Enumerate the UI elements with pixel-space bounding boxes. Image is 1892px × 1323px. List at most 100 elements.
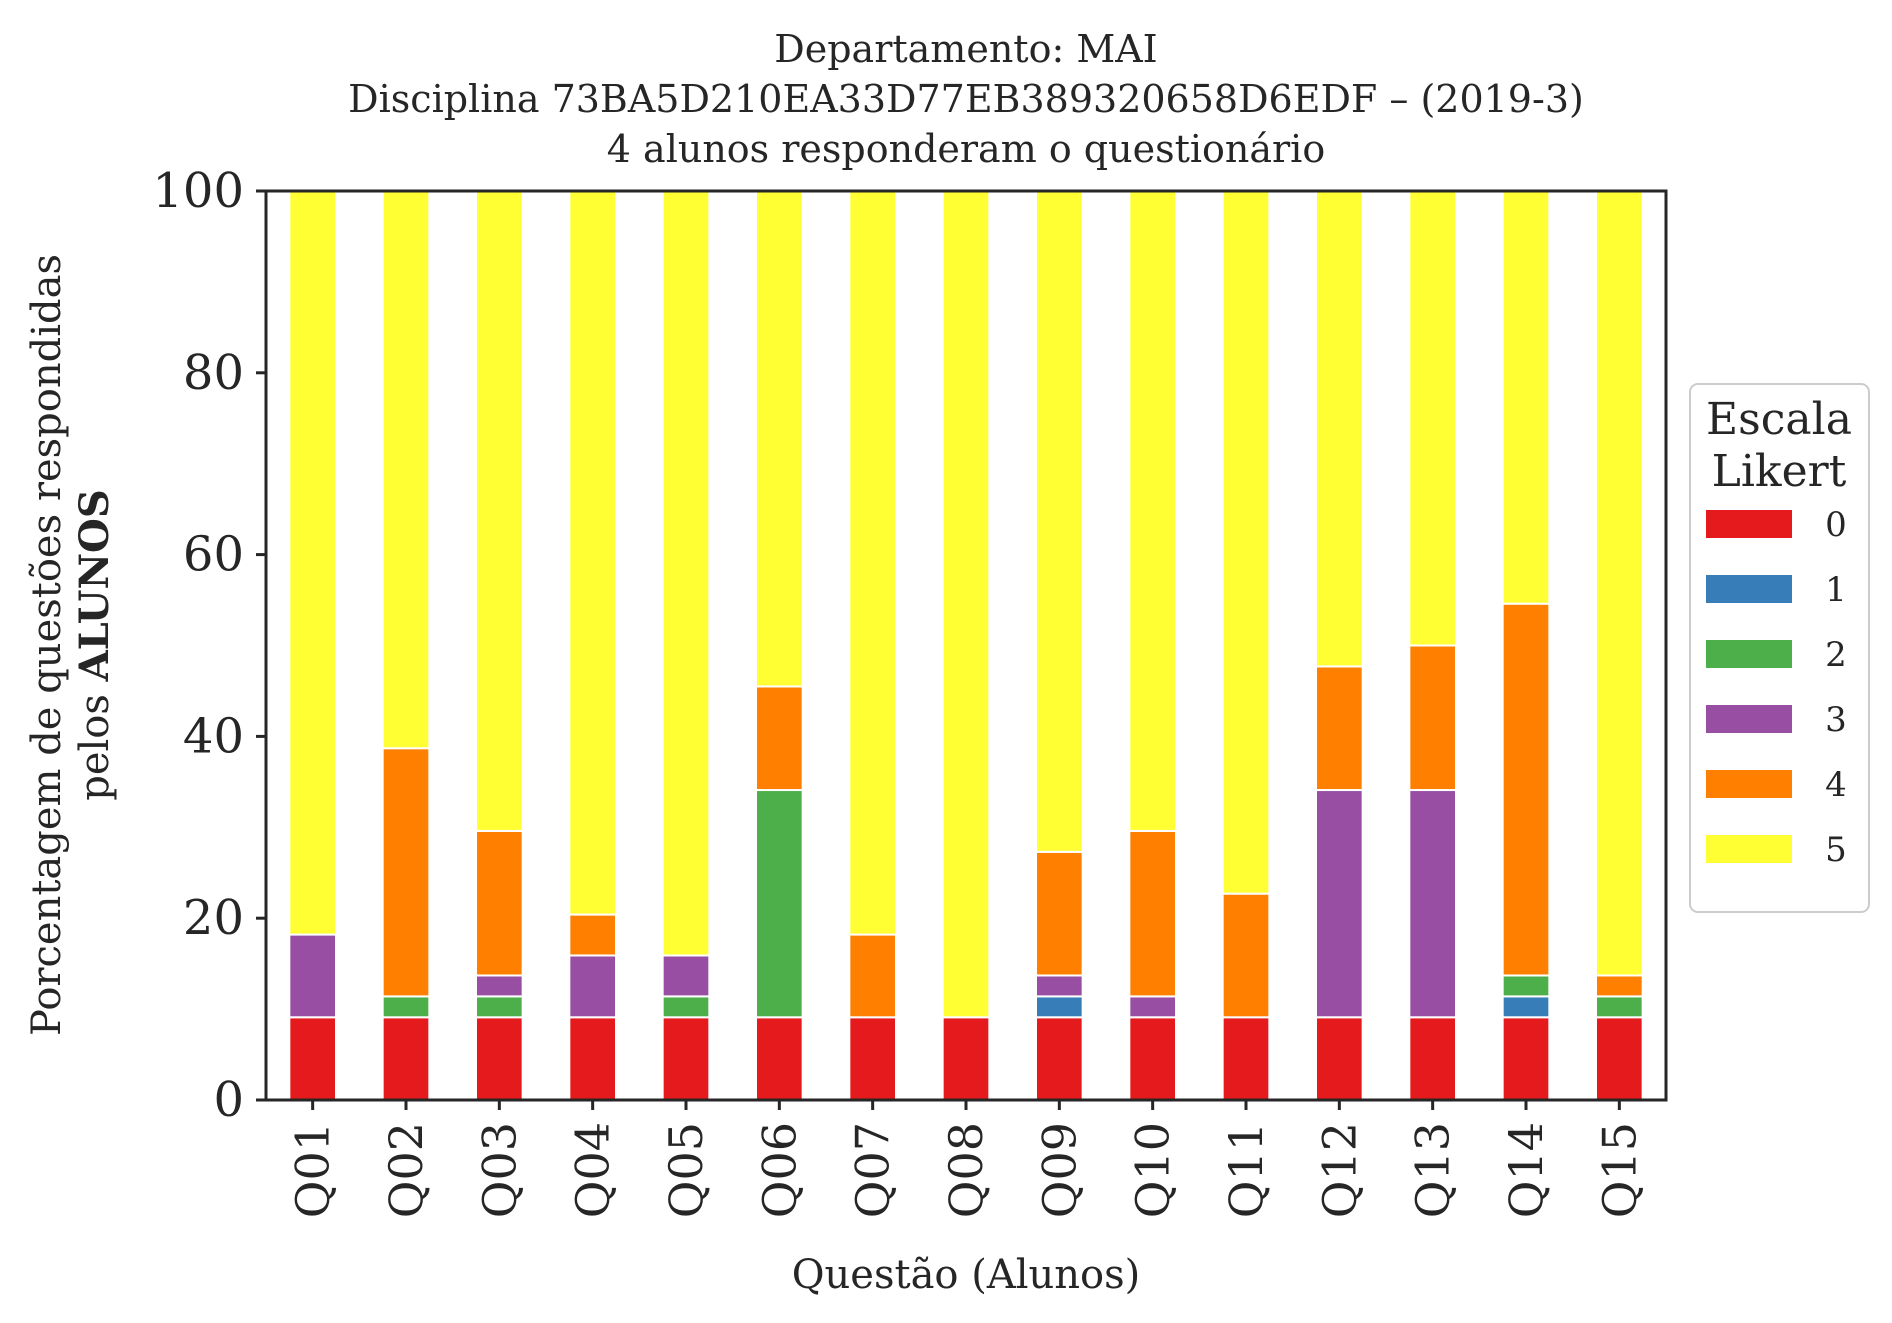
- bar-q12-likert-4: [1315, 665, 1364, 792]
- bar-q14-likert-5: [1501, 190, 1551, 605]
- bar-q12-likert-5: [1315, 190, 1364, 668]
- bar-q15-likert-4: [1595, 974, 1644, 998]
- bar-q15-likert-0: [1595, 1016, 1644, 1102]
- bar-q11-likert-5: [1221, 190, 1271, 895]
- x-tick-label-q05: Q05: [659, 1122, 713, 1218]
- bar-q14-likert-1: [1501, 995, 1551, 1019]
- bar-q03-likert-2: [475, 995, 524, 1019]
- bar-q02-likert-4: [381, 747, 431, 998]
- bar-q03-likert-0: [475, 1016, 524, 1102]
- bar-q15-likert-5: [1595, 190, 1644, 977]
- x-axis-label: Questão (Alunos): [792, 1252, 1141, 1298]
- bar-q02-likert-0: [381, 1016, 431, 1102]
- y-axis-label-line-1: Porcentagem de questões respondidas: [24, 254, 70, 1036]
- bar-q01-likert-0: [288, 1016, 338, 1102]
- x-tick-label-q15: Q15: [1592, 1122, 1646, 1218]
- bar-q14-likert-0: [1501, 1016, 1551, 1102]
- x-tick-label-q14: Q14: [1499, 1122, 1553, 1218]
- bar-q08-likert-0: [941, 1016, 991, 1102]
- y-axis-label-bold: ALUNOS: [71, 489, 118, 682]
- bar-q04-likert-3: [568, 954, 617, 1019]
- legend-swatch-5: [1706, 835, 1792, 863]
- y-axis-ticks: 0 20 40 60 80 100: [152, 163, 266, 1128]
- bar-q13-likert-5: [1408, 190, 1458, 647]
- legend: Escala Likert 0 1 2 3 4 5: [1689, 383, 1870, 913]
- bar-q01-likert-5: [288, 190, 338, 936]
- bar-q13-likert-3: [1408, 789, 1458, 1019]
- legend-label-3: 3: [1825, 700, 1847, 740]
- bars-layer: [288, 190, 1644, 1102]
- bar-q05-likert-3: [661, 954, 711, 998]
- bar-q07-likert-5: [848, 190, 897, 936]
- bar-q06-likert-4: [755, 685, 804, 792]
- legend-title-line-2: Likert: [1712, 446, 1847, 497]
- bar-q01-likert-3: [288, 933, 338, 1019]
- bar-q09-likert-0: [1035, 1016, 1084, 1102]
- bar-q06-likert-5: [755, 190, 804, 688]
- x-tick-label-q03: Q03: [472, 1122, 526, 1218]
- y-tick-label: 80: [183, 345, 244, 401]
- legend-label-2: 2: [1825, 635, 1847, 675]
- legend-swatch-4: [1706, 770, 1792, 798]
- bar-q14-likert-4: [1501, 602, 1551, 977]
- legend-swatch-0: [1706, 510, 1792, 538]
- legend-label-0: 0: [1825, 505, 1847, 545]
- bar-q07-likert-4: [848, 933, 897, 1019]
- chart-title-line-1: Departamento: MAI: [774, 27, 1157, 71]
- bar-q02-likert-2: [381, 995, 431, 1019]
- y-tick-label: 60: [183, 527, 244, 583]
- bar-q13-likert-4: [1408, 644, 1458, 792]
- chart-title-line-3: 4 alunos responderam o questionário: [607, 127, 1325, 171]
- bar-q15-likert-2: [1595, 995, 1644, 1019]
- x-tick-label-q04: Q04: [566, 1122, 620, 1218]
- bar-q06-likert-0: [755, 1016, 804, 1102]
- bar-q05-likert-2: [661, 995, 711, 1019]
- bar-q09-likert-5: [1035, 190, 1084, 853]
- x-tick-label-q01: Q01: [286, 1122, 340, 1218]
- legend-label-1: 1: [1825, 570, 1847, 610]
- y-tick-label: 40: [183, 708, 244, 764]
- bar-q09-likert-4: [1035, 850, 1084, 977]
- bar-q06-likert-2: [755, 789, 804, 1019]
- bar-q14-likert-2: [1501, 974, 1551, 998]
- bar-q11-likert-0: [1221, 1016, 1271, 1102]
- x-tick-label-q10: Q10: [1126, 1122, 1180, 1218]
- x-tick-label-q12: Q12: [1312, 1122, 1366, 1218]
- x-axis-ticks: Q01 Q02 Q03 Q04 Q05 Q06 Q07 Q08 Q09 Q10 Q11 Q12 Q13 Q…: [286, 1100, 1646, 1218]
- bar-q05-likert-0: [661, 1016, 711, 1102]
- bar-q03-likert-3: [475, 974, 524, 998]
- bar-q10-likert-0: [1128, 1016, 1178, 1102]
- legend-title-line-1: Escala: [1706, 394, 1852, 445]
- bar-q12-likert-0: [1315, 1016, 1364, 1102]
- bar-q10-likert-5: [1128, 190, 1178, 832]
- legend-swatch-3: [1706, 705, 1792, 733]
- bar-q13-likert-0: [1408, 1016, 1458, 1102]
- bar-q07-likert-0: [848, 1016, 897, 1102]
- bar-q08-likert-5: [941, 190, 991, 1019]
- x-tick-label-q06: Q06: [752, 1122, 806, 1218]
- x-tick-label-q08: Q08: [939, 1122, 993, 1218]
- bar-q04-likert-0: [568, 1016, 617, 1102]
- bar-q10-likert-3: [1128, 995, 1178, 1019]
- bar-q04-likert-5: [568, 190, 617, 916]
- bar-q11-likert-4: [1221, 892, 1271, 1019]
- chart-title-line-2: Disciplina 73BA5D210EA33D77EB389320658D6…: [348, 77, 1584, 121]
- y-axis-label-line-2: pelos ALUNOS: [71, 489, 118, 801]
- y-tick-label: 20: [183, 890, 244, 946]
- legend-swatch-2: [1706, 640, 1792, 668]
- bar-q03-likert-5: [475, 190, 524, 832]
- x-tick-label-q02: Q02: [379, 1122, 433, 1218]
- bar-q02-likert-5: [381, 190, 431, 750]
- y-tick-label: 100: [152, 163, 244, 219]
- y-axis-label-prefix: pelos: [72, 681, 118, 800]
- x-tick-label-q07: Q07: [846, 1122, 900, 1218]
- legend-swatch-1: [1706, 575, 1792, 603]
- y-tick-label: 0: [213, 1072, 244, 1128]
- bar-q09-likert-3: [1035, 974, 1084, 998]
- bar-q10-likert-4: [1128, 829, 1178, 998]
- legend-label-4: 4: [1825, 765, 1847, 805]
- legend-label-5: 5: [1825, 830, 1847, 870]
- bar-q12-likert-3: [1315, 789, 1364, 1019]
- bar-q03-likert-4: [475, 829, 524, 977]
